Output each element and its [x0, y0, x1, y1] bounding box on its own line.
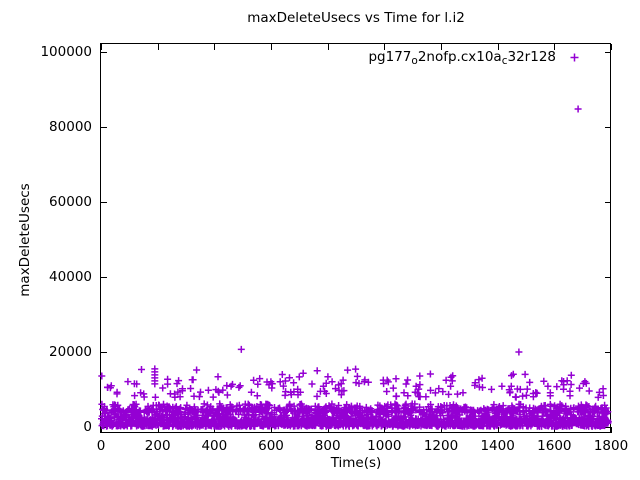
- chart-title: maxDeleteUsecs vs Time for l.i2: [247, 10, 465, 26]
- x-tick-label: 400: [201, 438, 228, 454]
- legend-label-segment: 32r128: [507, 49, 557, 65]
- y-tick-label: 100000: [40, 44, 92, 60]
- legend-label-subscript: c: [501, 55, 508, 67]
- axis-tick-marks: [101, 44, 612, 433]
- legend-label-segment: 2nofp.cx10a: [417, 49, 502, 65]
- y-tick-label: 60000: [49, 194, 92, 210]
- y-tick-label: 0: [83, 419, 92, 435]
- x-axis-label: Time(s): [330, 455, 382, 471]
- x-tick-label: 0: [96, 438, 106, 454]
- x-tick-label: 1000: [367, 438, 402, 454]
- y-tick-label: 80000: [49, 119, 92, 135]
- x-tick-label: 600: [258, 438, 284, 454]
- y-tick-label: 40000: [49, 269, 92, 285]
- x-tick-label: 1800: [593, 438, 629, 454]
- x-tick-label: 800: [314, 438, 341, 454]
- x-tick-label: 1400: [480, 438, 515, 454]
- y-tick-label: 20000: [49, 344, 92, 360]
- legend-label-subscript: o: [411, 55, 418, 67]
- legend-label: pg177o2nofp.cx10ac32r128: [368, 48, 556, 70]
- plus-marker-icon: [570, 53, 579, 62]
- x-tick-label: 1200: [423, 438, 459, 454]
- scatter-points: [98, 105, 612, 430]
- x-tick-label: 200: [144, 438, 171, 454]
- x-tick-label: 1600: [537, 438, 572, 454]
- legend-label-segment: pg177: [368, 49, 412, 65]
- plot-border: [100, 43, 611, 433]
